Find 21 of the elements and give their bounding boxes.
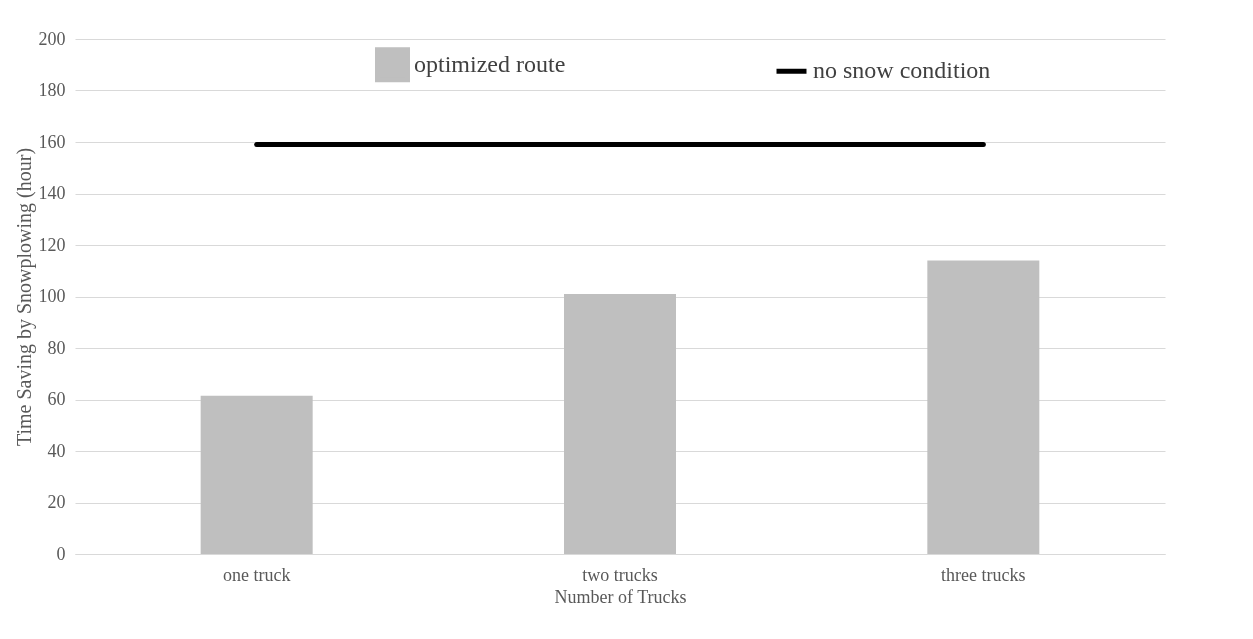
legend-label: no snow condition [813, 57, 991, 84]
x-tick-label: two trucks [582, 564, 658, 585]
bar [200, 395, 313, 554]
y-tick-label: 20 [47, 492, 66, 512]
x-tick-label: one truck [222, 564, 291, 585]
y-tick-label: 180 [38, 80, 66, 100]
x-tick-label: three trucks [941, 564, 1026, 585]
y-tick-label: 80 [47, 337, 66, 358]
y-tick-label: 160 [38, 131, 66, 152]
legend-label: optimized route [414, 50, 566, 77]
y-tick-label: 200 [38, 28, 66, 49]
y-tick-label: 40 [47, 440, 66, 461]
y-tick-label: 120 [38, 234, 66, 255]
y-tick-label: 0 [56, 543, 66, 564]
y-axis-title: Time Saving by Snowplowing (hour) [12, 147, 36, 447]
y-tick-label: 140 [38, 183, 66, 203]
y-tick-label: 60 [47, 389, 66, 409]
y-tick-label: 100 [38, 286, 66, 306]
bar [927, 260, 1040, 554]
x-axis-title: Number of Trucks [554, 586, 687, 607]
bar [564, 293, 676, 554]
